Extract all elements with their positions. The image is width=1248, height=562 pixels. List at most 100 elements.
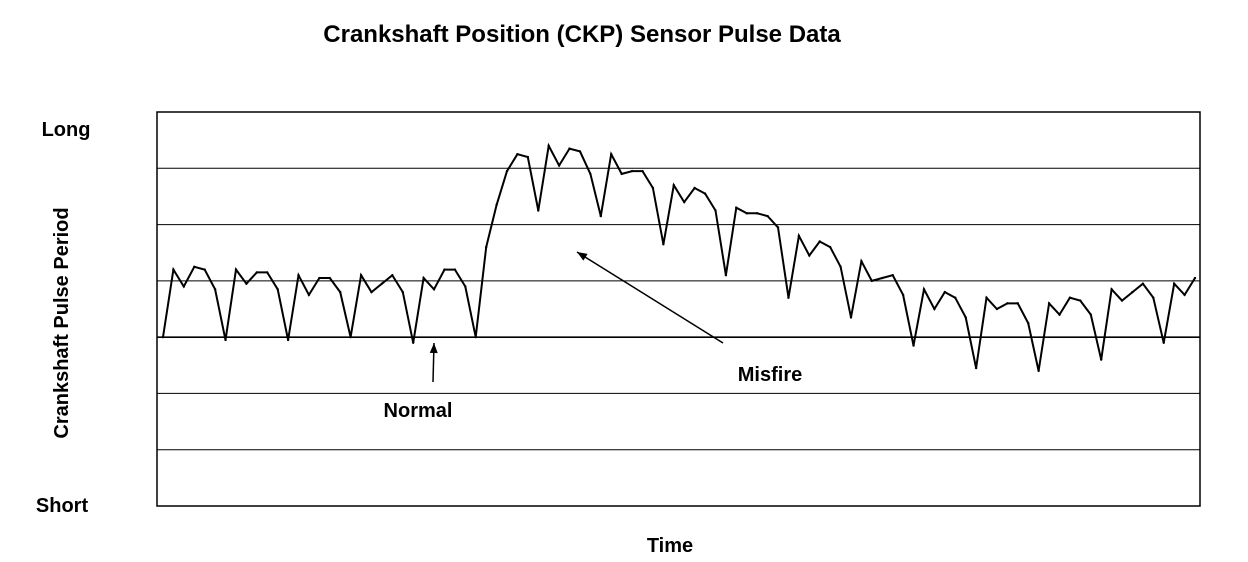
data-point <box>974 366 978 370</box>
data-point <box>224 338 227 342</box>
data-point <box>797 234 801 238</box>
annotation-label: Misfire <box>738 364 802 386</box>
data-point <box>933 307 936 311</box>
y-axis-label: Crankshaft Pulse Period <box>51 207 73 438</box>
data-point <box>766 214 769 218</box>
data-point <box>1131 290 1134 294</box>
data-point <box>380 282 384 285</box>
data-point <box>985 296 988 299</box>
data-point <box>745 212 748 215</box>
annotation-arrow <box>576 251 724 344</box>
pulse-period-line <box>162 142 1196 372</box>
data-point <box>589 172 592 176</box>
data-point <box>1162 341 1165 344</box>
data-point <box>172 268 175 271</box>
data-point <box>1037 369 1040 373</box>
data-point <box>276 288 279 291</box>
series-points <box>161 144 1197 373</box>
data-point <box>693 186 696 190</box>
data-point <box>484 245 488 249</box>
data-point <box>266 271 269 274</box>
data-point <box>954 296 957 299</box>
data-point <box>662 243 665 246</box>
data-point <box>464 285 467 288</box>
data-point <box>787 296 790 299</box>
data-point <box>964 316 967 319</box>
data-point <box>568 147 571 150</box>
data-point <box>1058 313 1061 316</box>
data-point <box>328 276 331 280</box>
data-point <box>213 288 217 291</box>
data-point <box>193 265 196 268</box>
data-point <box>912 344 915 347</box>
data-point <box>672 183 675 187</box>
data-point <box>839 265 842 268</box>
data-point <box>891 274 894 277</box>
data-point <box>1068 296 1072 299</box>
annotations: Normal Misfire <box>384 251 802 422</box>
data-point <box>1027 321 1030 325</box>
gridlines <box>157 167 1200 451</box>
data-point <box>526 155 530 159</box>
chart-title: Crankshaft Position (CKP) Sensor Pulse D… <box>323 21 841 48</box>
data-point <box>1152 296 1155 299</box>
data-point <box>359 274 363 277</box>
data-point <box>245 282 248 285</box>
data-point <box>1047 302 1051 305</box>
annotation-arrowhead <box>429 343 438 354</box>
data-point <box>995 307 999 311</box>
data-point <box>234 268 238 271</box>
data-point <box>1079 299 1082 302</box>
plot-frame <box>156 111 1201 507</box>
data-point <box>1006 302 1009 305</box>
data-point <box>620 172 623 176</box>
y-top-label: Long <box>42 119 91 141</box>
data-point <box>1089 313 1092 316</box>
data-point <box>943 290 947 294</box>
data-point <box>860 259 863 263</box>
data-point <box>547 144 550 147</box>
data-point <box>714 209 717 212</box>
data-point <box>849 316 853 319</box>
data-point <box>401 290 404 294</box>
data-point <box>1099 358 1103 361</box>
data-point <box>703 192 707 195</box>
data-point <box>683 200 686 204</box>
data-point <box>391 274 394 277</box>
data-point <box>339 290 342 294</box>
data-point <box>1016 302 1019 305</box>
data-point <box>808 254 811 257</box>
data-point <box>203 268 206 271</box>
x-axis-label: Time <box>647 535 693 557</box>
data-point <box>818 240 821 243</box>
data-point <box>307 293 311 297</box>
data-point <box>1172 282 1176 285</box>
data-point <box>724 274 728 277</box>
data-point <box>651 186 655 190</box>
data-point <box>610 153 613 156</box>
data-point <box>349 335 352 339</box>
data-point <box>735 206 738 209</box>
data-point <box>474 335 477 339</box>
data-point <box>505 169 509 173</box>
annotation-arrowhead <box>577 252 588 261</box>
annotation-label: Normal <box>384 400 453 422</box>
data-point <box>755 212 759 215</box>
data-point <box>432 288 436 291</box>
data-point <box>411 341 415 344</box>
data-point <box>599 214 603 218</box>
data-point <box>495 203 498 207</box>
data-point <box>286 338 290 342</box>
data-point <box>1193 276 1197 280</box>
data-point <box>453 268 457 271</box>
data-point <box>776 226 780 229</box>
data-point <box>1110 288 1113 291</box>
data-point <box>630 169 634 173</box>
data-point <box>161 335 165 339</box>
data-point <box>557 164 561 167</box>
data-point <box>255 271 259 274</box>
data-point <box>297 274 300 277</box>
data-point <box>1120 299 1124 302</box>
data-point <box>443 268 446 271</box>
data-point <box>1183 293 1186 297</box>
